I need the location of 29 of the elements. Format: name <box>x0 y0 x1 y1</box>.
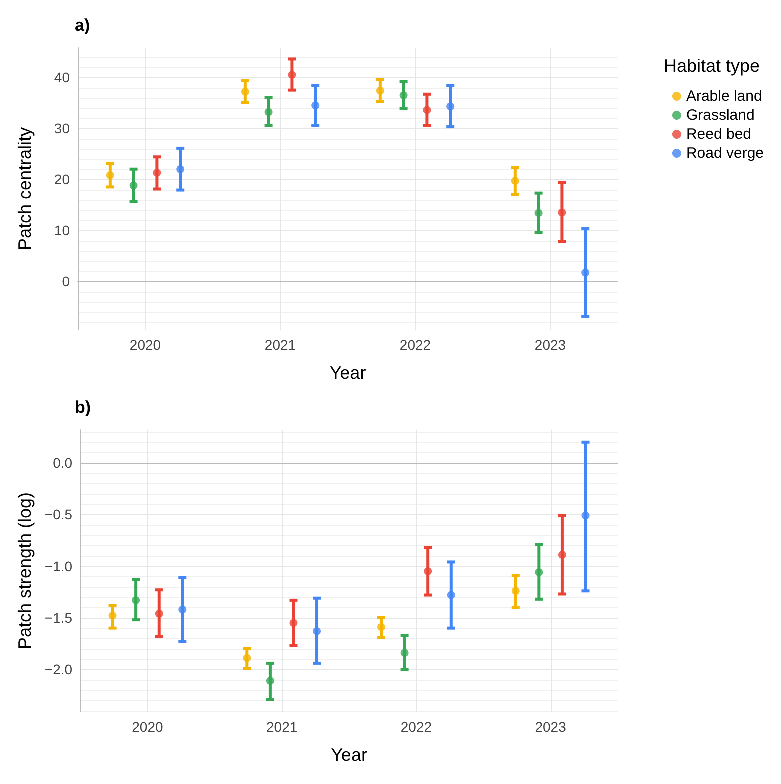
y-tick-label: −0.5 <box>44 506 73 523</box>
legend-label: Road verge <box>686 145 764 162</box>
legend-title: Habitat type <box>664 56 760 76</box>
x-axis-title: Year <box>331 745 368 765</box>
x-tick-label: 2022 <box>400 719 432 735</box>
x-tick-label: 2020 <box>130 337 162 353</box>
x-tick-label: 2020 <box>132 719 164 735</box>
legend-label: Grassland <box>686 107 755 124</box>
y-tick-label: −1.0 <box>44 558 73 574</box>
x-axis-title: Year <box>330 363 366 383</box>
x-tick-label: 2021 <box>264 337 296 353</box>
legend-label: Reed bed <box>686 126 752 143</box>
y-axis-title: Patch strength (log) <box>15 492 35 650</box>
y-tick-label: 0 <box>62 274 70 290</box>
y-tick-label: 10 <box>54 222 70 239</box>
chart-title: b) <box>75 398 92 417</box>
y-tick-label: −2.0 <box>44 662 73 678</box>
x-tick-label: 2023 <box>534 337 566 353</box>
y-tick-label: 0.0 <box>53 455 73 472</box>
y-tick-label: −1.5 <box>44 610 73 626</box>
legend-label: Arable land <box>686 88 762 105</box>
x-tick-label: 2021 <box>266 719 298 735</box>
y-tick-label: 40 <box>54 70 70 86</box>
y-tick-label: 20 <box>54 172 70 188</box>
chart-title: a) <box>75 16 90 35</box>
x-tick-label: 2023 <box>535 719 567 735</box>
x-tick-label: 2022 <box>400 337 432 353</box>
y-axis-title: Patch centrality <box>15 127 35 251</box>
y-tick-label: 30 <box>54 120 70 137</box>
